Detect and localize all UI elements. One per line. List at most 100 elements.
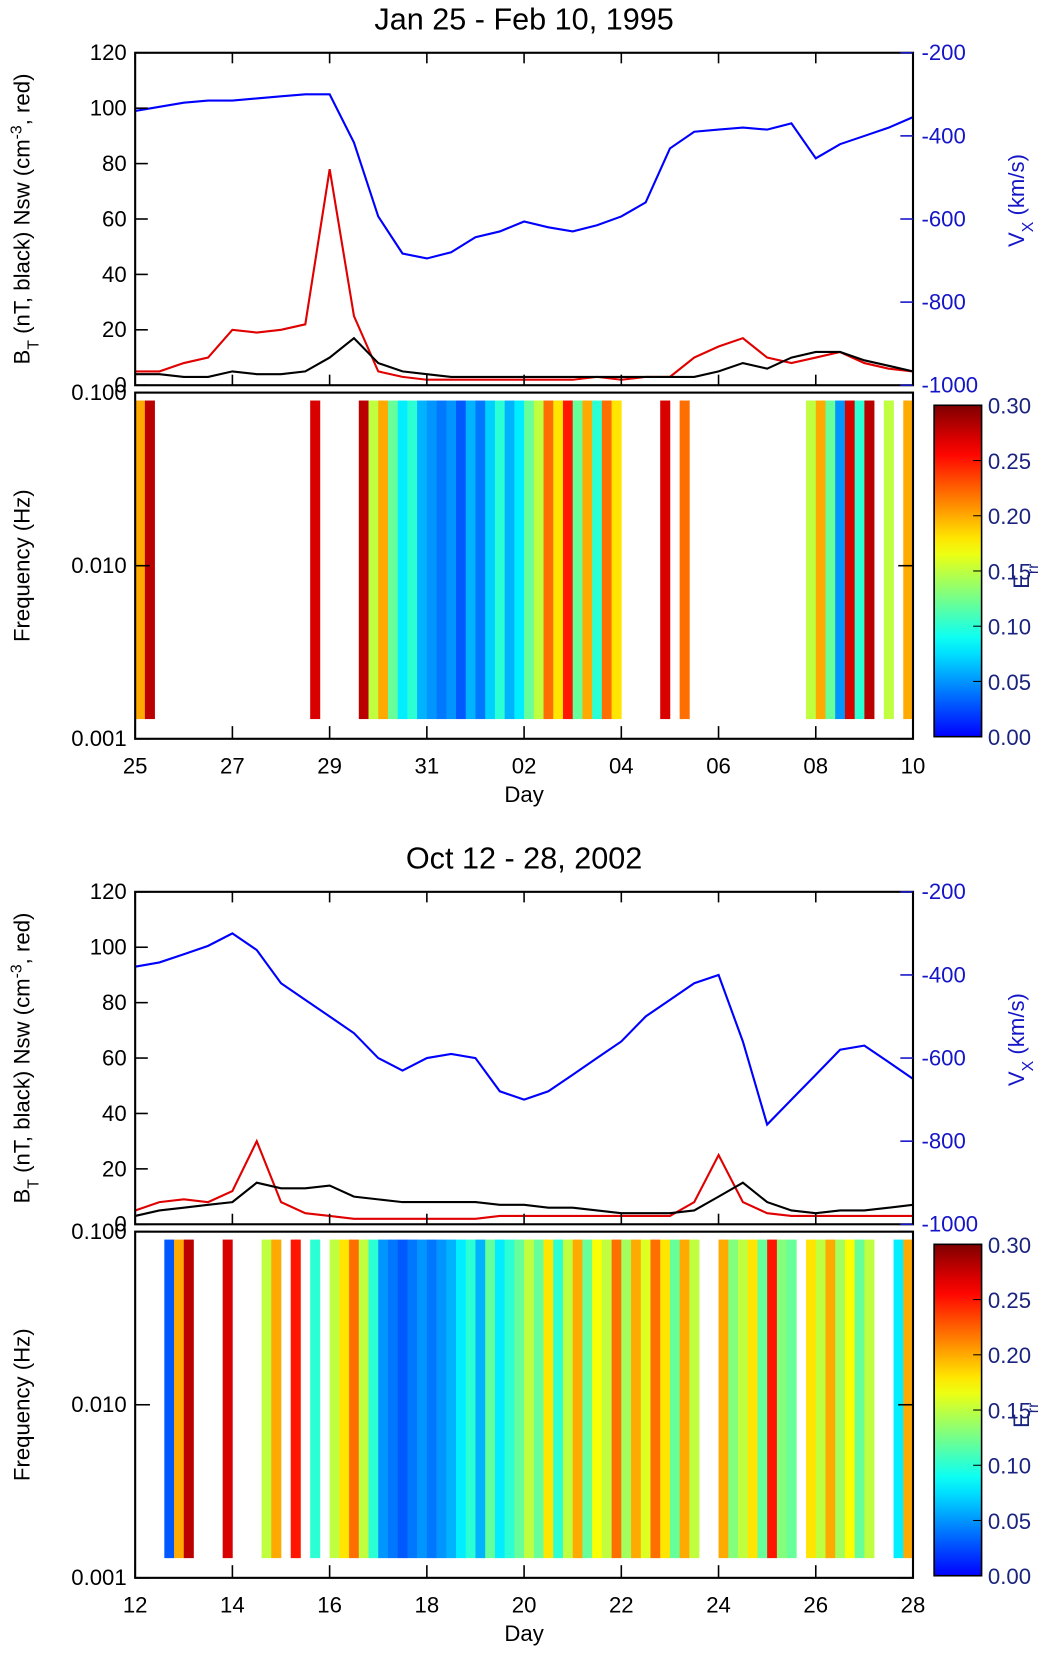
heatmap-cell xyxy=(747,1239,758,1559)
colorbar-tick-label: 0.05 xyxy=(988,670,1031,695)
heatmap-cell xyxy=(601,400,612,720)
label-part: , red) xyxy=(10,74,35,126)
heatmap-cell xyxy=(465,1239,476,1559)
heatmap-cell xyxy=(456,1239,467,1559)
heatmap-cell xyxy=(387,1239,399,1559)
heatmap-cell xyxy=(572,1239,583,1559)
heatmap-cell xyxy=(533,400,544,720)
heatmap-cell xyxy=(310,1239,321,1559)
heatmap-cell xyxy=(621,1239,632,1559)
heatmap-cell xyxy=(426,1239,437,1559)
heatmap-cell xyxy=(844,400,855,720)
heatmap-cell xyxy=(524,400,535,720)
x-tick-label: 04 xyxy=(609,754,634,779)
label-part: V xyxy=(1004,1071,1029,1086)
heatmap-cell xyxy=(601,1239,612,1559)
colorbar-tick-label: 0.20 xyxy=(988,504,1031,529)
y-tick-label: 0.001 xyxy=(71,726,126,751)
y-tick-label: 0 xyxy=(114,1212,126,1237)
colorbar-tick-label: 0.30 xyxy=(988,1233,1031,1258)
heatmap-cell xyxy=(679,1239,690,1559)
y2-tick-label: -1000 xyxy=(921,1212,978,1237)
heatmap-cell xyxy=(893,1239,904,1559)
heatmap-cell xyxy=(757,1239,768,1559)
y-tick-label: 20 xyxy=(102,1156,127,1181)
label-part: B xyxy=(10,1189,35,1204)
heatmap-cell xyxy=(290,1239,301,1559)
heatmap-cell xyxy=(446,400,457,720)
x-tick-label: 18 xyxy=(415,1593,440,1618)
heatmap-cell xyxy=(339,1239,350,1559)
label-part: E xyxy=(1009,574,1034,589)
x-tick-label: 08 xyxy=(803,754,828,779)
label-part: (nT, black) Nsw (cm xyxy=(10,139,35,340)
heatmap-cell xyxy=(553,1239,564,1559)
heatmap-cell xyxy=(582,400,593,720)
heatmap-cell xyxy=(514,400,525,720)
y-tick-label: 40 xyxy=(102,1101,127,1126)
heatmap-cell xyxy=(504,1239,515,1559)
y-axis-label: BT (nT, black) Nsw (cm-3, red) xyxy=(8,74,42,365)
heatmap-cell xyxy=(592,1239,603,1559)
chart-title: Jan 25 - Feb 10, 1995 xyxy=(374,3,673,37)
heatmap-cell xyxy=(475,400,486,720)
colorbar-tick-label: 0.05 xyxy=(988,1509,1031,1534)
data-line xyxy=(135,336,914,378)
heatmap-cell xyxy=(144,400,155,720)
colorbar-label: Err xyxy=(1009,563,1041,589)
label-part: E xyxy=(1009,1413,1034,1428)
y2-tick-label: -400 xyxy=(921,123,965,148)
heatmap-cell xyxy=(261,1239,272,1559)
x-tick-label: 25 xyxy=(123,754,148,779)
label-part: rr xyxy=(1025,1402,1042,1413)
heatmap-cell xyxy=(660,400,671,720)
label-part: (km/s) xyxy=(1004,154,1029,222)
heatmap-cell xyxy=(640,1239,651,1559)
label-part: rr xyxy=(1025,563,1042,574)
y-axis-label: Frequency (Hz) xyxy=(10,1328,35,1481)
x-tick-label: 28 xyxy=(901,1593,926,1618)
heatmap-cell xyxy=(776,1239,787,1559)
label-part: T xyxy=(25,340,42,350)
x-tick-label: 29 xyxy=(317,754,342,779)
y2-tick-label: -800 xyxy=(921,290,965,315)
heatmap-cell xyxy=(718,1239,729,1559)
heatmap-cell xyxy=(397,400,408,720)
label-part: T xyxy=(25,1179,42,1189)
heatmap-cell xyxy=(660,1239,671,1559)
plot-frame xyxy=(134,890,915,1226)
y-tick-label: 0.010 xyxy=(71,1392,126,1417)
heatmap-cell xyxy=(417,1239,428,1559)
heatmap-cell xyxy=(835,1239,846,1559)
y-tick-label: 120 xyxy=(90,879,127,904)
heatmap-cell xyxy=(494,400,505,720)
y-tick-label: 40 xyxy=(102,262,127,287)
heatmap-cell xyxy=(903,1239,914,1559)
heatmap-cell xyxy=(815,400,826,720)
x-tick-label: 20 xyxy=(512,1593,537,1618)
chart-title: Oct 12 - 28, 2002 xyxy=(406,842,642,876)
heatmap-cell xyxy=(611,1239,622,1559)
colorbar-tick-label: 0.25 xyxy=(988,449,1031,474)
heatmap-cell xyxy=(572,400,583,720)
heatmap-cell xyxy=(883,400,894,720)
x-tick-label: 10 xyxy=(901,754,926,779)
heatmap-cell xyxy=(368,400,379,720)
data-line xyxy=(134,1138,914,1220)
colorbar-tick-label: 0.15 xyxy=(988,559,1031,584)
colorbar-tick-label: 0.10 xyxy=(988,615,1031,640)
heatmap-cell xyxy=(446,1239,457,1559)
heatmap-cell xyxy=(611,400,622,720)
colorbar-tick-label: 0.10 xyxy=(988,1454,1031,1479)
heatmap-cell xyxy=(864,400,875,720)
heatmap-cell xyxy=(514,1239,525,1559)
heatmap-cell xyxy=(174,1239,185,1559)
heatmap-cell xyxy=(504,400,515,720)
y-tick-label: 0.100 xyxy=(71,380,126,405)
y2-tick-label: -200 xyxy=(921,879,965,904)
heatmap-cell xyxy=(786,1239,797,1559)
x-tick-label: 31 xyxy=(415,754,440,779)
y-tick-label: 100 xyxy=(90,96,127,121)
